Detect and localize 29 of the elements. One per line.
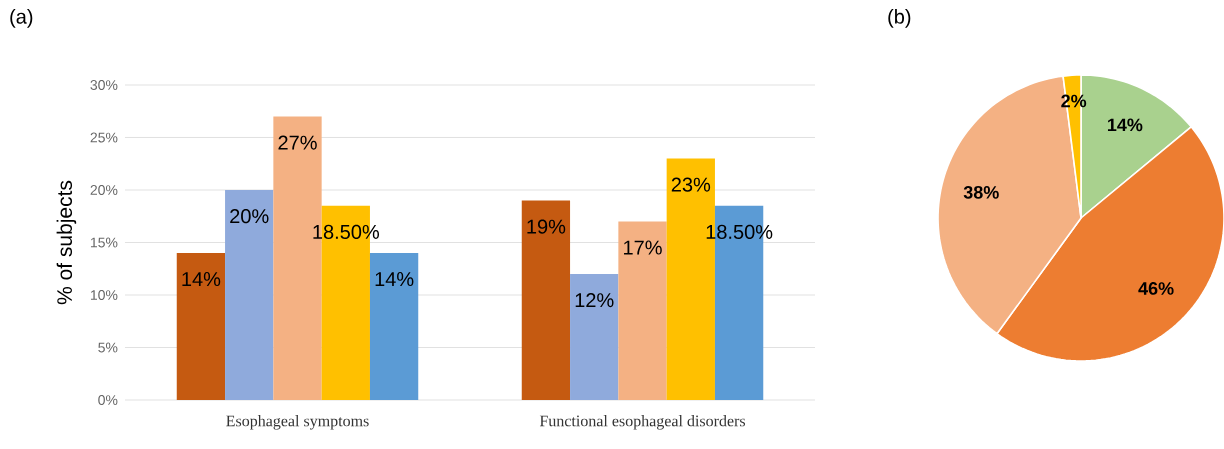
- y-tick-label: 25%: [90, 132, 118, 143]
- data-label: 19%: [527, 219, 566, 234]
- bar: [570, 274, 619, 400]
- x-tick-label: Functional esophageal disorders: [539, 415, 746, 430]
- data-label: 20%: [230, 209, 269, 224]
- y-tick-label: 20%: [90, 185, 118, 195]
- data-label: 46%: [1138, 282, 1174, 295]
- y-tick-label: 30%: [90, 80, 118, 90]
- bar: [225, 190, 274, 400]
- y-tick-label: 5%: [98, 342, 118, 353]
- data-label: 14%: [182, 272, 221, 287]
- data-label: 14%: [375, 272, 414, 287]
- data-label: 14%: [1107, 118, 1143, 132]
- x-tick-label: Esophageal symptoms: [226, 415, 369, 430]
- bar: [369, 253, 419, 400]
- y-tick-label: 15%: [90, 237, 118, 248]
- y-tick-label: 10%: [90, 290, 118, 300]
- data-label: 38%: [963, 185, 999, 199]
- y-axis-title: % of subjects: [56, 180, 77, 305]
- bar: [176, 253, 226, 400]
- data-label: 27%: [278, 135, 317, 150]
- data-label: 12%: [575, 293, 614, 308]
- data-label: 23%: [671, 177, 711, 192]
- chart-title: (a): [10, 9, 33, 28]
- bar: [521, 200, 571, 400]
- chart-title: (b): [888, 9, 911, 28]
- bar: [618, 221, 667, 400]
- data-label: 17%: [624, 240, 662, 255]
- y-tick-label: 0%: [98, 395, 118, 405]
